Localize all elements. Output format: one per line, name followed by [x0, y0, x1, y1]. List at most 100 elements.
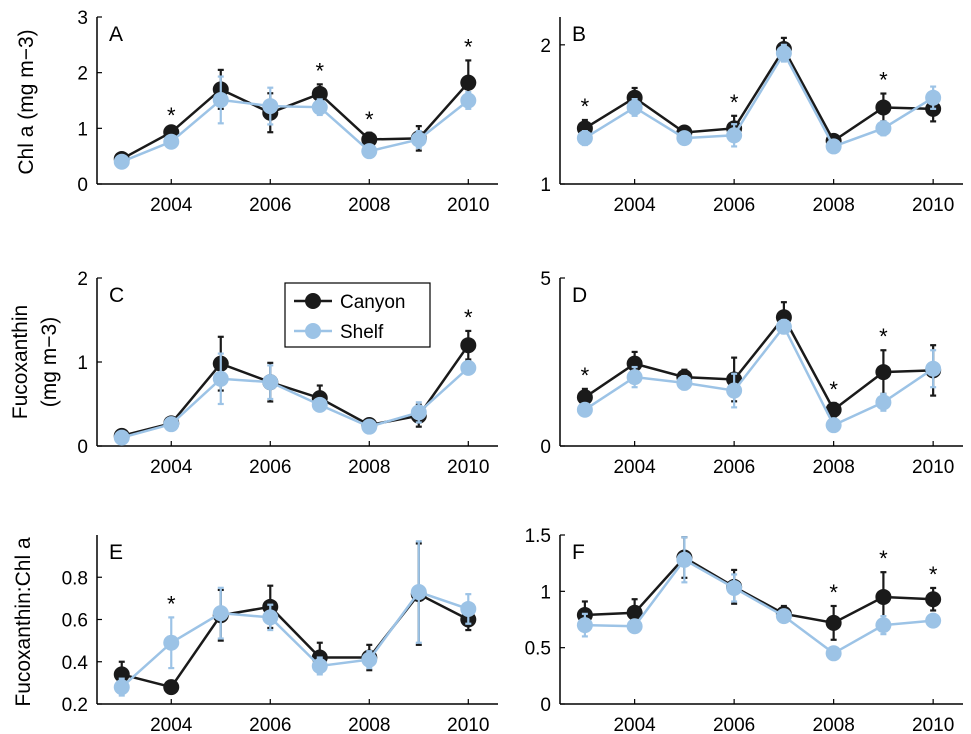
data-point: [361, 651, 378, 668]
y-tick-label: 0.6: [62, 611, 88, 632]
x-tick-label: 2010: [912, 195, 954, 216]
data-point: [460, 92, 477, 109]
data-point: [361, 131, 378, 148]
y-tick-label: 2: [77, 269, 88, 290]
data-point: [262, 98, 279, 115]
significance-star: *: [581, 94, 590, 119]
data-point: [410, 131, 427, 148]
data-point: [726, 382, 743, 399]
panel-label: C: [109, 284, 124, 307]
data-point: [775, 45, 792, 62]
panel-a: 2004 2006 2008 2010 0 1 2 3A * * * *: [77, 8, 498, 216]
data-point: [775, 318, 792, 335]
y-tick-label: 0: [540, 695, 551, 716]
significance-star: *: [879, 546, 888, 571]
y-tick-label: 0: [540, 437, 551, 458]
data-point: [410, 404, 427, 421]
panel-label: A: [109, 23, 123, 46]
x-tick-label: 2010: [912, 457, 954, 478]
series-line: [121, 366, 470, 439]
ylabel-fucoxanthin: Fucoxanthin: [9, 305, 32, 419]
data-point: [825, 645, 842, 662]
series-line: [584, 558, 934, 655]
data-point: [113, 429, 130, 446]
x-tick-label: 2008: [813, 715, 855, 734]
data-point: [163, 416, 180, 433]
significance-star: *: [167, 103, 176, 128]
data-point: [726, 127, 743, 144]
data-point: [311, 99, 328, 116]
data-point: [825, 138, 842, 155]
significance-star: *: [730, 90, 739, 115]
series-line: [121, 344, 470, 438]
data-point: [626, 618, 643, 635]
panel-b: 2004 2006 2008 2010 1 2B * * *: [540, 17, 963, 216]
data-point: [311, 85, 328, 102]
data-point: [113, 666, 130, 683]
x-tick-label: 2004: [613, 715, 656, 734]
data-point: [460, 74, 477, 91]
data-point: [576, 617, 593, 634]
data-point: [875, 588, 892, 605]
y-tick-label: 0.2: [62, 695, 88, 716]
data-point: [262, 609, 279, 626]
significance-star: *: [464, 305, 473, 330]
data-point: [113, 679, 130, 696]
series-line: [584, 324, 934, 427]
data-point: [576, 389, 593, 406]
series-line: [584, 315, 934, 412]
x-tick-label: 2006: [249, 195, 291, 216]
data-point: [925, 612, 942, 629]
legend: Canyon Shelf: [284, 282, 431, 348]
data-point: [875, 394, 892, 411]
ylabel-fucoxanthin-chl-ratio: Fucoxanthin:Chl a: [12, 537, 35, 707]
data-point: [361, 143, 378, 160]
data-point: [460, 337, 477, 354]
series-shelf: [113, 75, 477, 170]
y-tick-label: 2: [77, 64, 88, 85]
y-tick-label: 0.4: [62, 653, 89, 674]
significance-star: *: [167, 591, 176, 616]
data-point: [676, 130, 693, 147]
data-point: [825, 401, 842, 418]
data-point: [676, 374, 693, 391]
data-point: [825, 614, 842, 631]
significance-star: *: [879, 324, 888, 349]
data-point: [726, 579, 743, 596]
panel-f: 2004 2006 2008 2010 0 0.5 1 1.5 F * * *: [525, 526, 963, 734]
ylabel-chl-a: Chl a (mg m−3): [15, 29, 38, 174]
series-shelf: [113, 540, 477, 697]
series-line: [584, 555, 934, 625]
series-line: [584, 46, 934, 143]
data-point: [925, 89, 942, 106]
data-point: [925, 360, 942, 377]
x-tick-label: 2010: [912, 715, 954, 734]
data-point: [775, 608, 792, 625]
series-shelf: [576, 43, 942, 155]
y-tick-label: 5: [540, 269, 551, 290]
y-tick-label: 1.5: [525, 526, 551, 547]
x-tick-label: 2004: [613, 457, 656, 478]
series-shelf: [576, 536, 942, 662]
significance-star: *: [829, 377, 838, 402]
data-point: [626, 355, 643, 372]
significance-star: *: [581, 363, 590, 388]
data-point: [626, 99, 643, 116]
x-tick-label: 2004: [613, 195, 656, 216]
y-tick-label: 1: [540, 175, 551, 196]
data-point: [212, 370, 229, 387]
x-tick-label: 2006: [713, 195, 755, 216]
data-point: [875, 364, 892, 381]
y-tick-label: 0: [77, 175, 88, 196]
panel-c: 2004 2006 2008 2010 0 1 2C *: [77, 269, 498, 478]
significance-star: *: [929, 562, 938, 587]
series-line: [120, 590, 469, 689]
data-point: [311, 396, 328, 413]
x-tick-label: 2010: [447, 457, 489, 478]
x-tick-label: 2010: [447, 195, 489, 216]
y-tick-label: 0.5: [525, 639, 551, 660]
data-point: [576, 401, 593, 418]
ylabel-fucoxanthin-units: (mg m−3): [38, 317, 61, 407]
